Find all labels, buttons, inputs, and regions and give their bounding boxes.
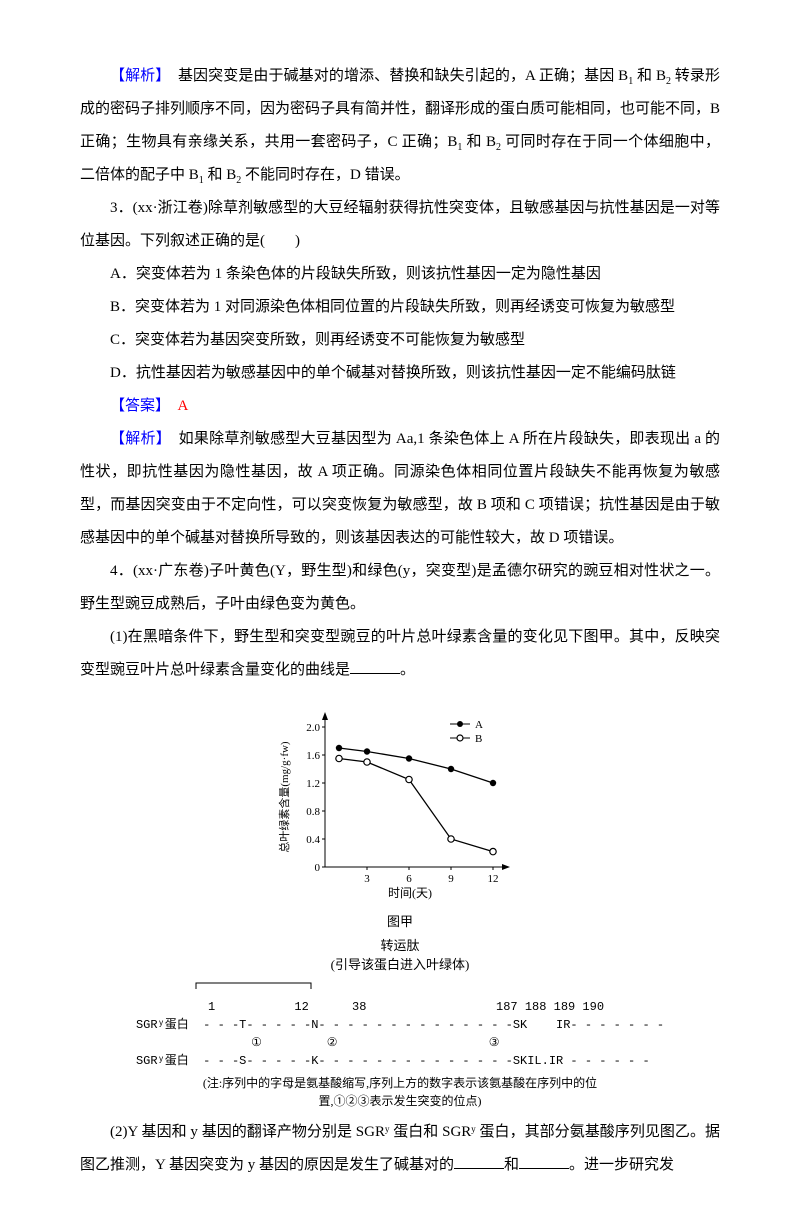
sgr-y-row: SGRʸ蛋白 - - -T- - - - -N- - - - - - - - -… [136,1016,664,1034]
svg-text:总叶绿素含量(mg/g·fw): 总叶绿素含量(mg/g·fw) [277,741,291,853]
blank-3 [519,1152,569,1170]
svg-text:6: 6 [406,873,412,885]
q3-answer: 【答案】 A [80,390,720,423]
svg-text:0.4: 0.4 [306,834,320,846]
sgr-y2-row: SGRʸ蛋白 - - -S- - - - -K- - - - - - - - -… [136,1052,664,1070]
svg-text:B: B [475,733,482,745]
q3-optD: D．抗性基因若为敏感基因中的单个碱基对替换所致，则该抗性基因一定不能编码肽链 [80,357,720,390]
svg-text:0: 0 [315,862,321,874]
svg-text:12: 12 [488,873,499,885]
diagram-note: (注:序列中的字母是氨基酸缩写,序列上方的数字表示该氨基酸在序列中的位置,①②③… [200,1074,600,1110]
marker-row: ① ② ③ [136,1034,664,1052]
q3-optA: A．突变体若为 1 条染色体的片段缺失所致，则该抗性基因一定为隐性基因 [80,258,720,291]
svg-text:1.6: 1.6 [306,750,320,762]
svg-text:时间(天): 时间(天) [388,886,432,900]
diagram-yi: 转运肽 (引导该蛋白进入叶绿体) 1 12 38 187 188 189 190… [80,936,720,1111]
blank-1 [350,657,400,675]
q4-stem: 4．(xx·广东卷)子叶黄色(Y，野生型)和绿色(y，突变型)是孟德尔研究的豌豆… [80,555,720,621]
q3-optB: B．突变体若为 1 对同源染色体相同位置的片段缺失所致，则再经诱变可恢复为敏感型 [80,291,720,324]
q4-sub2: (2)Y 基因和 y 基因的翻译产物分别是 SGRʸ 蛋白和 SGRʸ 蛋白，其… [80,1116,720,1182]
num-row: 1 12 38 187 188 189 190 [136,998,664,1016]
diagram-header2: (引导该蛋白进入叶绿体) [80,955,720,975]
figure-jia-caption: 图甲 [80,914,720,930]
svg-text:3: 3 [364,873,370,885]
blank-2 [454,1152,504,1170]
p1-analysis: 【解析】 基因突变是由于碱基对的增添、替换和缺失引起的，A 正确；基因 B1 和… [80,60,720,192]
q3-optC: C．突变体若为基因突变所致，则再经诱变不可能恢复为敏感型 [80,324,720,357]
svg-text:1.2: 1.2 [306,778,320,790]
q4-sub1: (1)在黑暗条件下，野生型和突变型豌豆的叶片总叶绿素含量的变化见下图甲。其中，反… [80,621,720,687]
figure-jia: 0 0.4 0.8 1.2 1.6 2.0 3 6 9 12 A [80,697,720,930]
diagram-header1: 转运肽 [80,936,720,956]
answer-label: 【答案】 [110,398,163,414]
svg-text:2.0: 2.0 [306,722,320,734]
svg-text:0.8: 0.8 [306,806,320,818]
q3-explain: 【解析】 如果除草剂敏感型大豆基因型为 Aa,1 条染色体上 A 所在片段缺失，… [80,423,720,555]
q3-stem: 3．(xx·浙江卷)除草剂敏感型的大豆经辐射获得抗性突变体，且敏感基因与抗性基因… [80,192,720,258]
explain-label: 【解析】 [110,431,163,447]
svg-text:A: A [475,719,483,731]
svg-text:9: 9 [448,873,454,885]
analysis-label: 【解析】 [110,68,163,84]
